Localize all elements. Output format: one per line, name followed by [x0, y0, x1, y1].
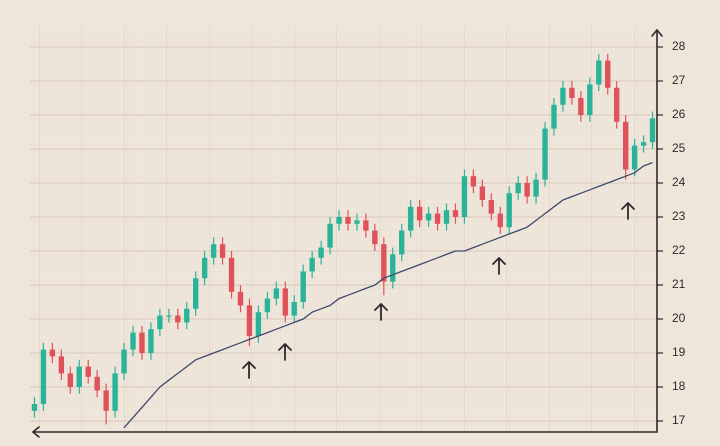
candle-body — [121, 349, 127, 374]
y-tick-label: 25 — [672, 141, 686, 155]
candle-body — [497, 213, 503, 228]
candle-body — [112, 373, 118, 411]
candle-body — [416, 206, 423, 221]
candle-body — [551, 104, 557, 129]
candle-body — [363, 220, 369, 231]
candle-body — [506, 193, 512, 228]
candle-body — [479, 186, 486, 200]
candle-body — [291, 302, 297, 316]
arrow-marker — [492, 257, 506, 275]
candle-body — [300, 271, 306, 302]
candle-body — [175, 315, 181, 323]
candle-body — [219, 244, 226, 258]
moving-average-line — [123, 161, 653, 429]
candle-body — [649, 118, 656, 143]
candle-body — [524, 183, 530, 197]
candle-body — [130, 332, 136, 350]
candle-body — [372, 230, 378, 245]
y-tick-label: 21 — [672, 277, 686, 291]
candle-body — [166, 315, 172, 317]
major-grid — [30, 26, 657, 432]
candle-body — [578, 98, 584, 115]
candle-body — [631, 145, 638, 170]
candle-body — [640, 142, 647, 146]
candle-body — [58, 356, 65, 374]
candle-body — [148, 329, 154, 353]
x-arrow — [31, 426, 40, 438]
candle-body — [381, 244, 387, 282]
y-tick-label: 22 — [672, 243, 686, 257]
arrow-marker — [621, 202, 635, 220]
grid — [30, 46, 657, 422]
y-tick-label: 23 — [672, 209, 686, 223]
candle-body — [246, 305, 253, 336]
candle-body — [31, 404, 38, 411]
candle-body — [237, 291, 244, 306]
candle-body — [354, 220, 360, 224]
candle-body — [407, 206, 414, 231]
y-arrow — [651, 28, 663, 37]
y-tick-label: 19 — [672, 345, 686, 359]
candle-body — [596, 60, 602, 85]
candle-body — [327, 223, 333, 248]
candle-body — [184, 308, 190, 323]
plot — [31, 53, 656, 429]
candle-body — [201, 257, 208, 279]
y-tick-label: 18 — [672, 379, 686, 393]
candle-body — [85, 366, 91, 377]
axis-lines — [32, 29, 658, 433]
candle-body — [434, 213, 441, 224]
candle-body — [470, 176, 477, 187]
candle-body — [309, 257, 315, 272]
candle-body — [139, 332, 145, 353]
candle-body — [264, 298, 271, 313]
y-tick-label: 28 — [672, 39, 686, 53]
candle-body — [336, 217, 342, 224]
candle-body — [318, 247, 324, 258]
candle-body — [605, 60, 611, 88]
candle-body — [76, 366, 82, 387]
candle-body — [40, 349, 47, 404]
candle-body — [94, 376, 100, 391]
candle-body — [461, 176, 468, 217]
y-tick-label: 17 — [672, 413, 686, 427]
y-axis: 17 18 19 20 21 22 23 24 25 26 27 28 — [657, 39, 686, 427]
candle-body — [210, 244, 217, 258]
candle-body — [255, 312, 262, 336]
candle-body — [282, 288, 288, 316]
candle-body — [452, 210, 459, 217]
candle-body — [49, 349, 56, 357]
candle-body — [515, 183, 521, 194]
candle-body — [614, 87, 620, 122]
candle-body — [587, 84, 593, 115]
candle-body — [560, 87, 566, 105]
candle-body — [193, 278, 199, 309]
candle-body — [390, 254, 396, 282]
candle-body — [542, 128, 548, 180]
candle-body — [622, 121, 629, 170]
candle-body — [67, 373, 73, 387]
candle-body — [488, 200, 494, 214]
candle-body — [569, 87, 575, 98]
y-tick-label: 24 — [672, 175, 686, 189]
axes — [31, 28, 663, 438]
y-tick-label: 27 — [672, 73, 686, 87]
candle-body — [103, 390, 109, 411]
candle-body — [399, 230, 405, 255]
y-tick-label: 26 — [672, 107, 686, 121]
candle-body — [228, 257, 235, 292]
candle-body — [273, 288, 280, 299]
candle-body — [533, 179, 539, 197]
candle-body — [443, 210, 450, 224]
candle-body — [157, 315, 163, 330]
annotations — [242, 202, 635, 379]
y-tick-label: 20 — [672, 311, 686, 325]
candle-body — [425, 213, 432, 221]
arrow-marker — [278, 343, 292, 361]
arrow-marker — [374, 303, 388, 321]
candle-body — [345, 217, 351, 224]
arrow-marker — [242, 361, 256, 379]
